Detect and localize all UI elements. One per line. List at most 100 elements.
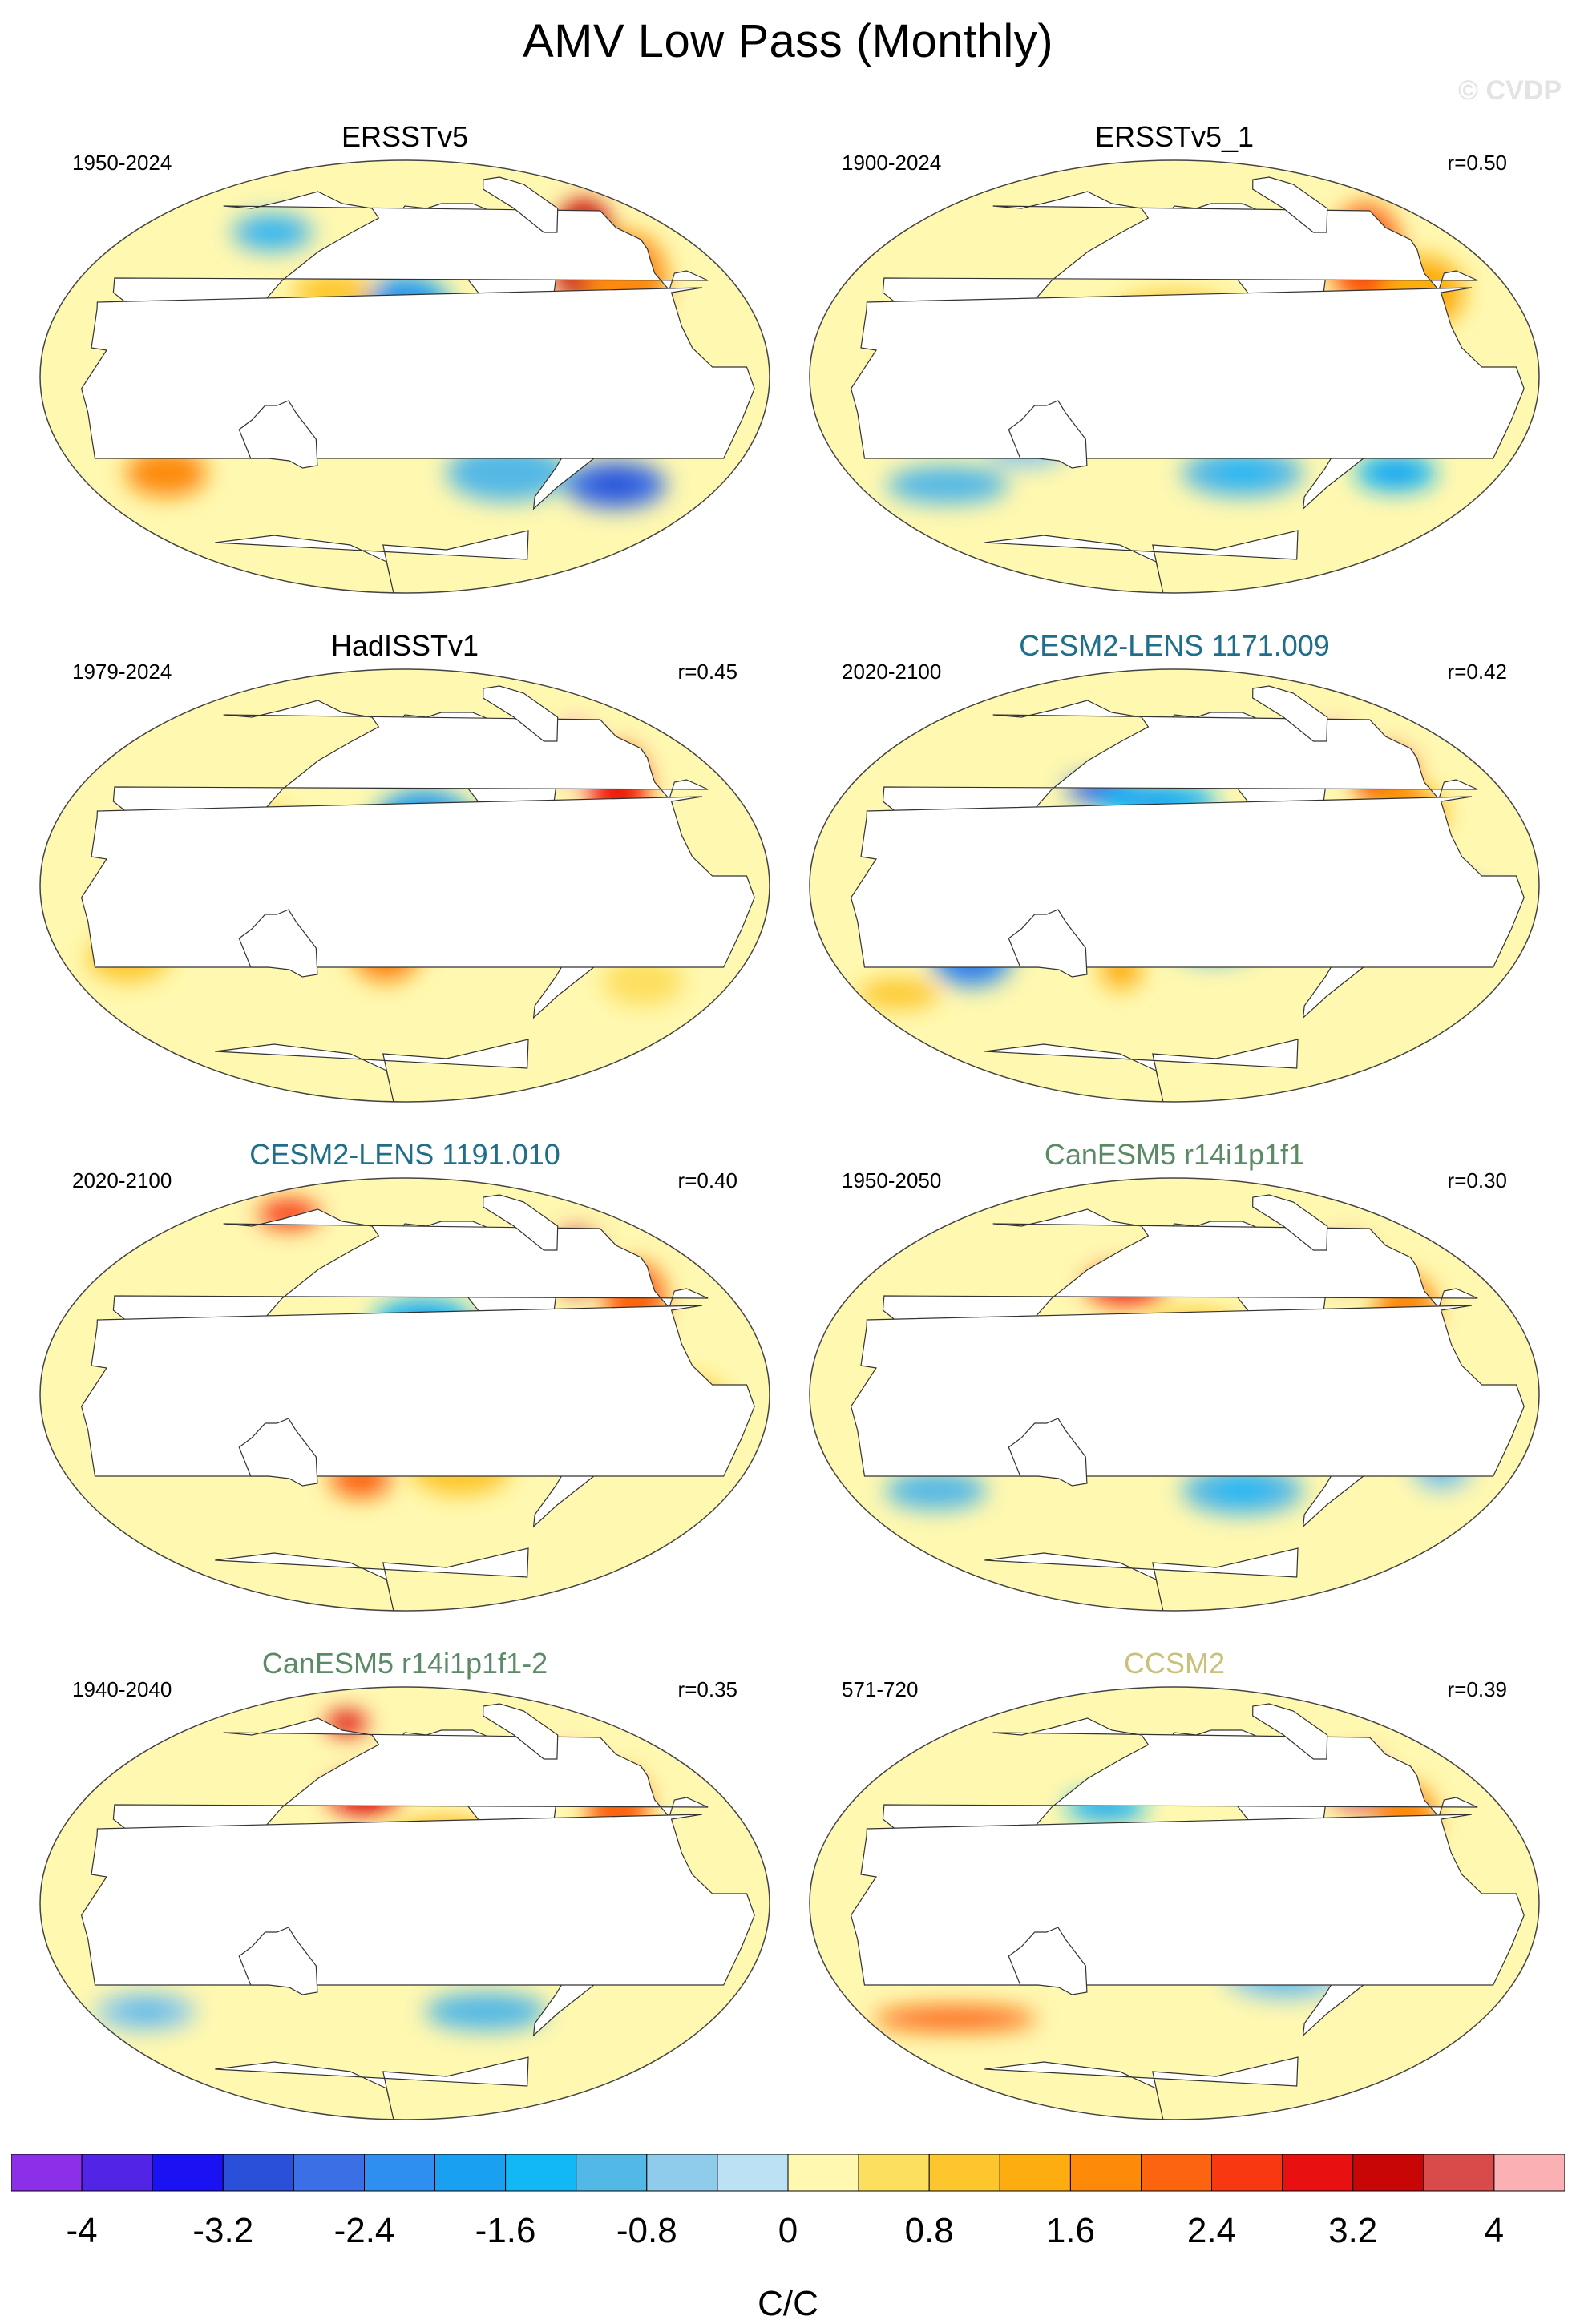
map-border (809, 1686, 1540, 2120)
australia-land (238, 1927, 318, 1995)
colorbar-swatch (81, 2154, 153, 2192)
colorbar-unit-label: C/C (758, 2284, 818, 2323)
africa-land (850, 796, 1525, 968)
colorbar: -4 -3.2 -2.4 -1.6 -0.8 0 0.8 1.6 2.4 3.2 4 C/C (11, 2154, 1565, 2323)
colorbar-swatch (222, 2154, 294, 2192)
greenland-land (483, 1703, 559, 1760)
panel-correlation: r=0.39 (1447, 1677, 1507, 1701)
colorbar-swatch (1141, 2154, 1213, 2192)
greenland-land (483, 685, 559, 742)
sst-anomaly-core (1212, 1479, 1273, 1503)
map-panel: CanESM5 r14i1p1f1-2 1940-2040 r=0.35 (32, 1647, 778, 2148)
colorbar-swatch (434, 2154, 507, 2192)
colorbar-swatch (1069, 2154, 1142, 2192)
panel-correlation: r=0.40 (677, 1168, 737, 1192)
map-panel: ERSSTv5_1 1900-2024 r=0.50 (802, 120, 1547, 621)
africa-land (80, 287, 755, 459)
map-border (39, 668, 770, 1103)
panel-title: HadISSTv1 (330, 629, 479, 662)
colorbar-swatch (858, 2154, 930, 2192)
antarctica-land (215, 530, 529, 593)
sst-anomaly-core (146, 461, 187, 485)
panel-period: 1979-2024 (72, 660, 172, 684)
colorbar-swatch (293, 2154, 365, 2192)
panel-title: CanESM5 r14i1p1f1-2 (261, 1647, 548, 1680)
colorbar-tick-label: 0.8 (905, 2211, 954, 2250)
panel-title: CESM2-LENS 1171.009 (1019, 629, 1330, 662)
sst-anomaly-core (252, 223, 293, 242)
sst-anomaly-core (879, 986, 919, 1001)
sst-anomaly-core (917, 475, 978, 494)
antarctica-land (984, 530, 1299, 593)
colorbar-swatch (928, 2154, 1000, 2192)
colorbar-swatch (576, 2154, 648, 2192)
greenland-land (1252, 176, 1328, 233)
africa-land (80, 1814, 755, 1986)
africa-land (850, 287, 1525, 459)
greenland-land (1252, 685, 1328, 742)
colorbar-tick-label: -1.6 (475, 2211, 536, 2250)
sst-anomaly-core (455, 2002, 516, 2021)
map-border (809, 1177, 1540, 1612)
eurasia-land (882, 1717, 1478, 1886)
colorbar-tick-label: 4 (1485, 2211, 1504, 2250)
map-border (39, 1686, 770, 2120)
map-graphic (809, 668, 1540, 1103)
panel-period: 2020-2100 (72, 1168, 172, 1192)
sst-anomaly-core (1212, 461, 1273, 485)
map-border (39, 1177, 770, 1612)
panel-period: 1900-2024 (842, 151, 942, 175)
map-graphic (809, 1177, 1540, 1612)
colorbar-swatch (646, 2154, 718, 2192)
greenland-land (1252, 1703, 1328, 1760)
australia-land (1008, 909, 1088, 978)
panel-title: ERSSTv5 (341, 120, 469, 153)
colorbar-swatch (717, 2154, 789, 2192)
africa-land (80, 1305, 755, 1477)
map-graphic (39, 1686, 770, 2120)
australia-land (1008, 1927, 1088, 1995)
figure-title: AMV Low Pass (Monthly) (522, 15, 1054, 67)
panel-correlation: r=0.50 (1447, 151, 1507, 175)
australia-land (238, 909, 318, 978)
map-panel: ERSSTv5 1950-2024 (32, 120, 778, 621)
panel-correlation: r=0.42 (1447, 660, 1507, 684)
map-panel: CESM2-LENS 1191.010 2020-2100 r=0.40 (32, 1138, 778, 1639)
panel-period: 571-720 (842, 1677, 919, 1701)
sst-anomaly-core (337, 1717, 358, 1729)
colorbar-swatch (364, 2154, 436, 2192)
colorbar-tick-label: -0.8 (616, 2211, 677, 2250)
greenland-land (483, 176, 559, 233)
map-graphic (809, 159, 1540, 594)
sst-anomaly-core (914, 2012, 996, 2025)
greenland-land (483, 1194, 559, 1251)
africa-land (850, 1814, 1525, 1986)
eurasia-land (112, 1208, 709, 1377)
antarctica-land (984, 1039, 1299, 1102)
greenland-land (1252, 1194, 1328, 1251)
sst-anomaly-core (476, 458, 538, 487)
colorbar-swatch (1211, 2154, 1283, 2192)
panel-period: 1950-2024 (72, 151, 172, 175)
australia-land (238, 1418, 318, 1487)
map-border (39, 159, 770, 594)
panel-period: 2020-2100 (842, 660, 942, 684)
eurasia-land (882, 1208, 1478, 1377)
colorbar-swatch (787, 2154, 859, 2192)
colorbar-tick-label: 1.6 (1046, 2211, 1095, 2250)
eurasia-land (112, 191, 709, 359)
colorbar-tick-label: -2.4 (334, 2211, 395, 2250)
colorbar-swatch (1423, 2154, 1495, 2192)
colorbar-tick-label: -3.2 (192, 2211, 253, 2250)
colorbar-swatch (1352, 2154, 1424, 2192)
australia-land (1008, 1418, 1088, 1487)
africa-land (850, 1305, 1525, 1477)
map-graphic (809, 1686, 1540, 2120)
africa-land (80, 796, 755, 968)
map-panel: CCSM2 571-720 r=0.39 (802, 1647, 1547, 2148)
eurasia-land (882, 700, 1478, 868)
sst-anomaly-core (910, 1481, 962, 1500)
map-graphic (39, 1177, 770, 1612)
colorbar-swatch (505, 2154, 577, 2192)
map-panel: CESM2-LENS 1171.009 2020-2100 r=0.42 (802, 629, 1547, 1130)
